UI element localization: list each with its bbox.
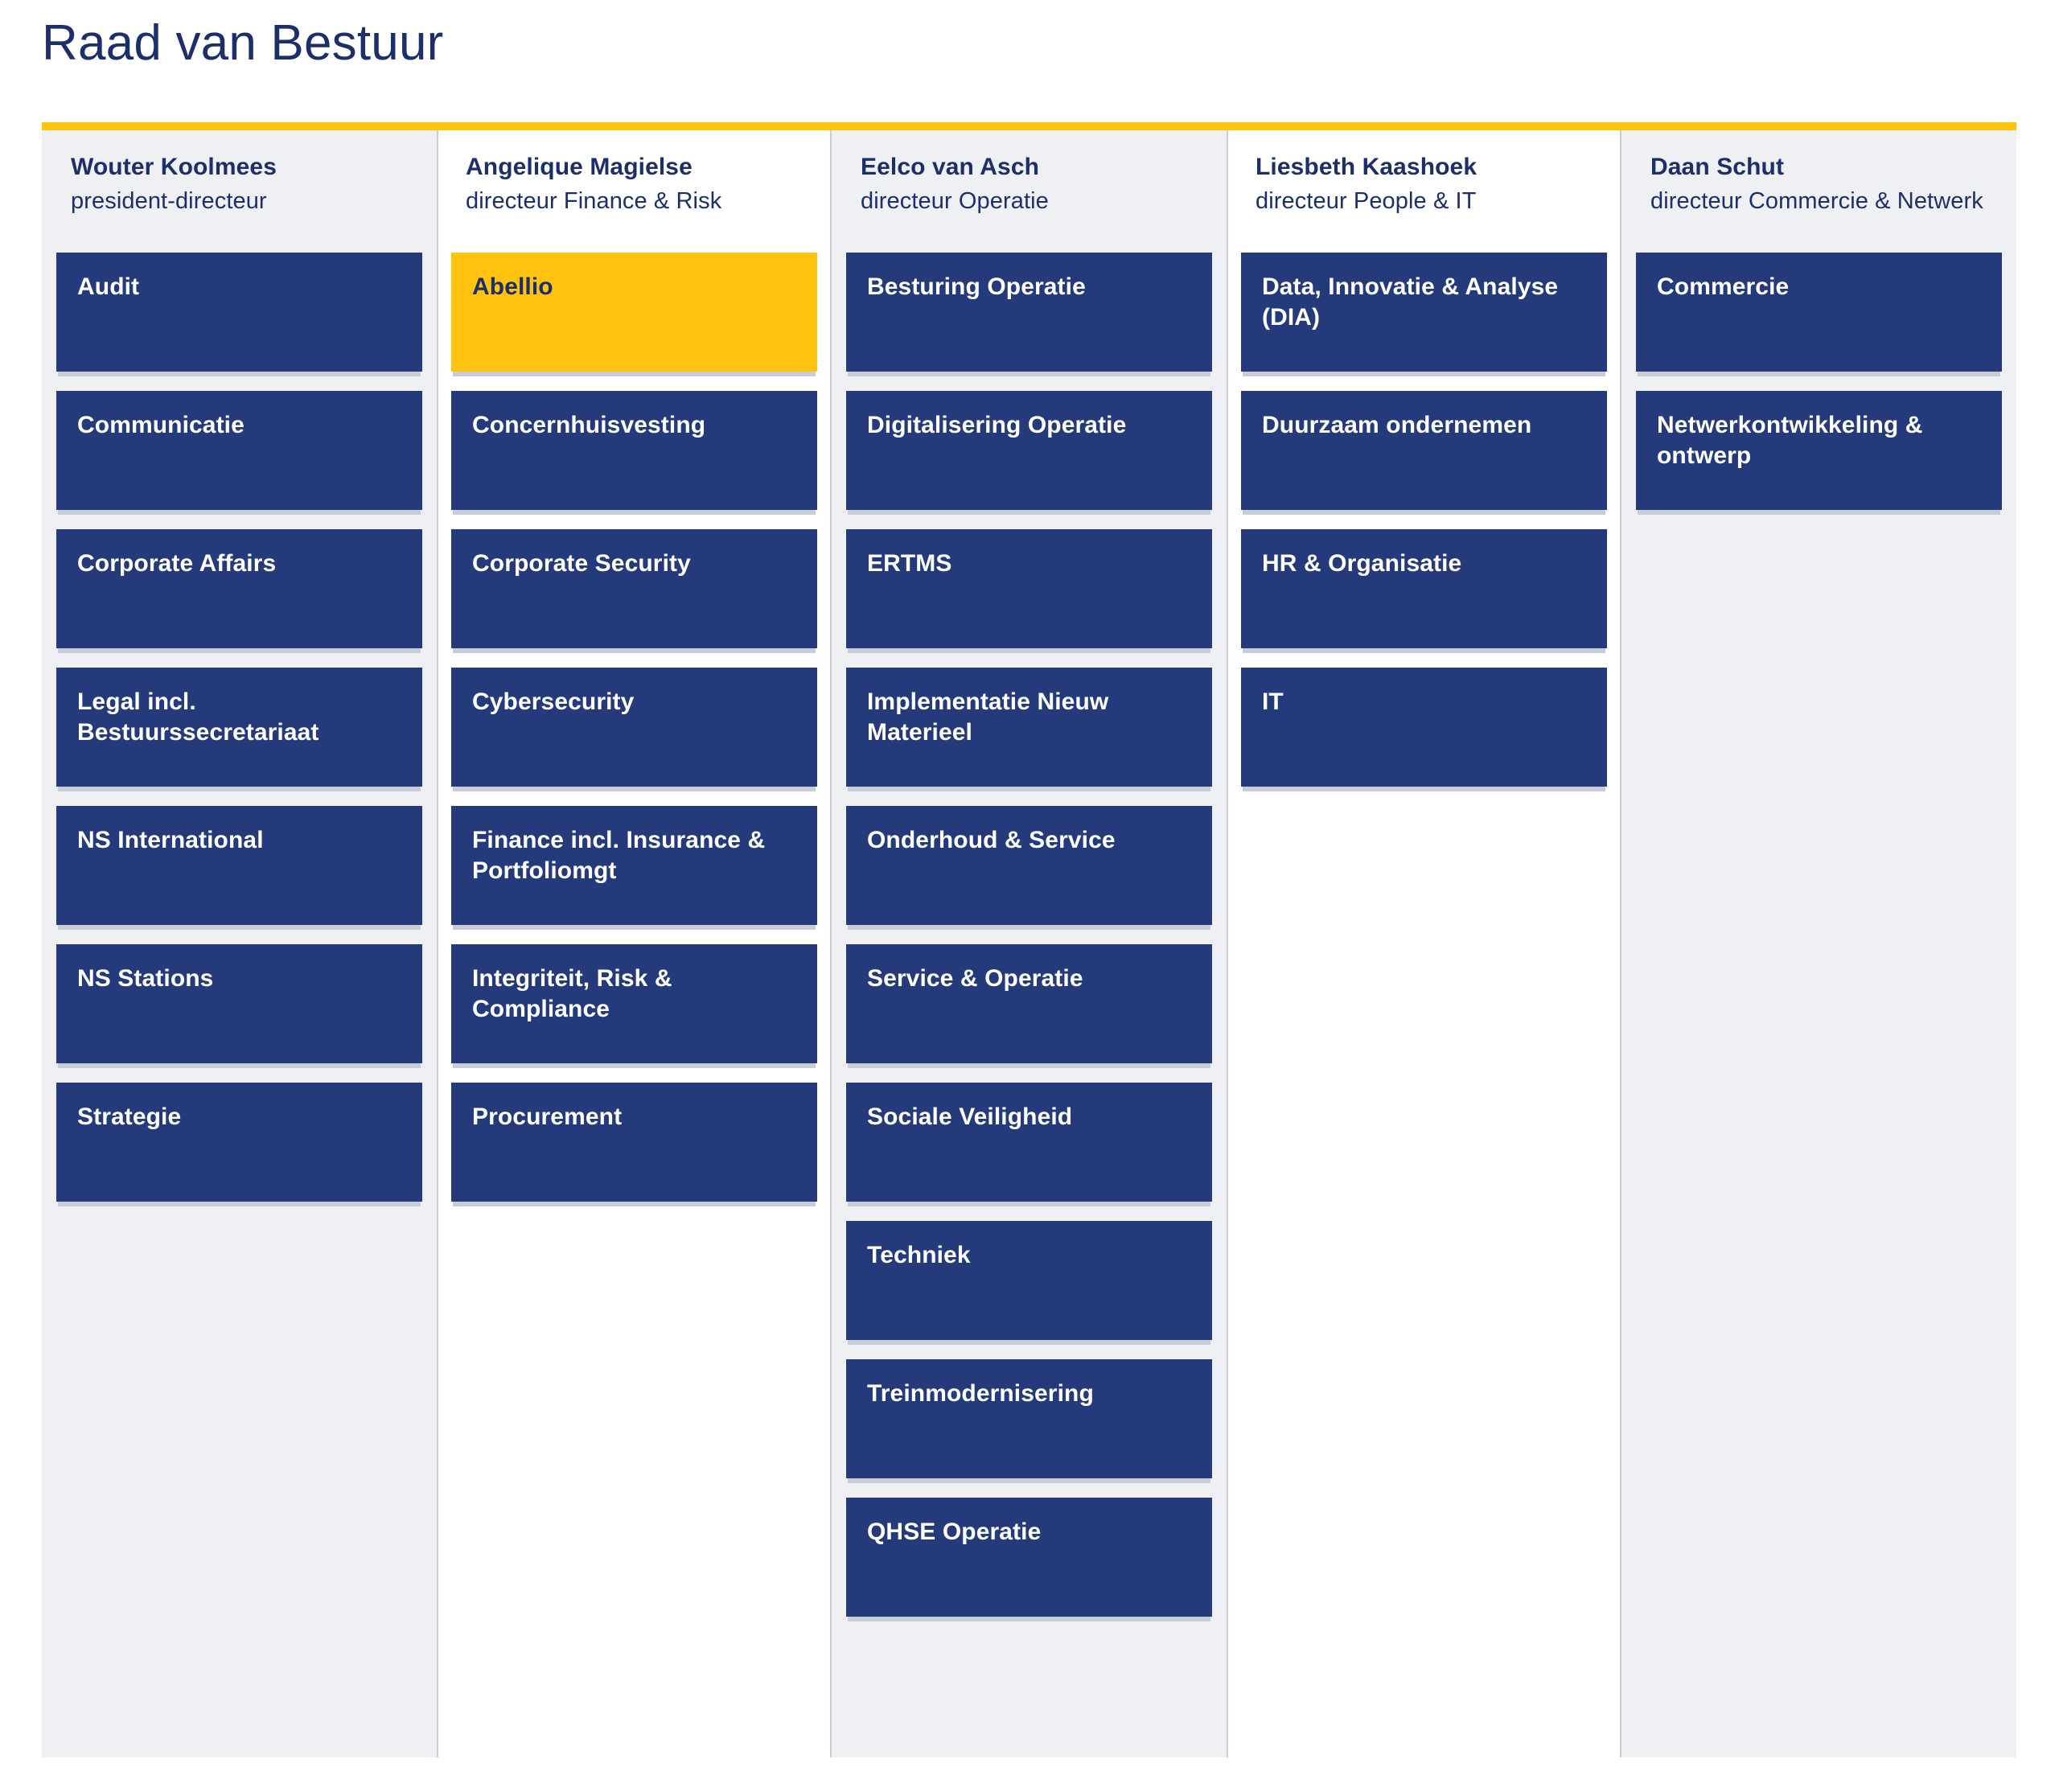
unit-box[interactable]: Abellio: [451, 253, 817, 372]
board-member-name: Angelique Magielse: [466, 154, 692, 180]
unit-box[interactable]: Concernhuisvesting: [451, 391, 817, 510]
accent-bar: [42, 122, 2016, 130]
column-header: Liesbeth Kaashoek directeur People & IT: [1241, 130, 1607, 235]
unit-box[interactable]: Corporate Affairs: [56, 529, 422, 648]
board-member-name: Wouter Koolmees: [71, 154, 277, 180]
unit-box[interactable]: NS International: [56, 806, 422, 925]
board-member-role: directeur Commercie & Netwerk: [1650, 187, 1983, 214]
page-title: Raad van Bestuur: [42, 15, 444, 71]
unit-box[interactable]: Implementatie Nieuw Materieel: [846, 668, 1212, 787]
board-member-role: president-directeur: [71, 187, 267, 214]
unit-list: Commercie Netwerkontwikkeling & ontwerp: [1636, 253, 2002, 542]
unit-box[interactable]: Commercie: [1636, 253, 2002, 372]
board-column: Liesbeth Kaashoek directeur People & IT Da…: [1227, 130, 1621, 1757]
unit-box[interactable]: Service & Operatie: [846, 944, 1212, 1063]
unit-box[interactable]: IT: [1241, 668, 1607, 787]
board-member-name: Liesbeth Kaashoek: [1256, 154, 1477, 180]
unit-box[interactable]: Besturing Operatie: [846, 253, 1212, 372]
unit-box[interactable]: Treinmodernisering: [846, 1359, 1212, 1478]
unit-box[interactable]: Corporate Security: [451, 529, 817, 648]
column-header: Eelco van Asch directeur Operatie: [846, 130, 1212, 235]
unit-box[interactable]: ERTMS: [846, 529, 1212, 648]
board-member-name: Daan Schut: [1650, 154, 1785, 180]
unit-list: Audit Communicatie Corporate Affairs Legal …: [56, 253, 422, 1234]
board-member-name: Eelco van Asch: [861, 154, 1040, 180]
unit-box[interactable]: Netwerkontwikkeling & ontwerp: [1636, 391, 2002, 510]
column-header: Angelique Magielse directeur Finance & Ri…: [451, 130, 817, 235]
unit-box[interactable]: Integriteit, Risk & Compliance: [451, 944, 817, 1063]
unit-box[interactable]: Onderhoud & Service: [846, 806, 1212, 925]
unit-box[interactable]: Communicatie: [56, 391, 422, 510]
unit-box[interactable]: Finance incl. Insurance & Portfoliomgt: [451, 806, 817, 925]
board-member-role: directeur Operatie: [861, 187, 1049, 214]
board-member-role: directeur People & IT: [1256, 187, 1477, 214]
column-header: Wouter Koolmees president-directeur: [56, 130, 422, 235]
unit-box[interactable]: Data, Innovatie & Analyse (DIA): [1241, 253, 1607, 372]
unit-box[interactable]: Duurzaam ondernemen: [1241, 391, 1607, 510]
unit-list: Besturing Operatie Digitalisering Operati…: [846, 253, 1212, 1649]
unit-list: Data, Innovatie & Analyse (DIA) Duurzaam …: [1241, 253, 1607, 819]
unit-box[interactable]: Audit: [56, 253, 422, 372]
board-member-role: directeur Finance & Risk: [466, 187, 722, 214]
board-column: Angelique Magielse directeur Finance & Ri…: [437, 130, 832, 1757]
unit-box[interactable]: Techniek: [846, 1221, 1212, 1340]
unit-box[interactable]: Sociale Veiligheid: [846, 1083, 1212, 1202]
unit-box[interactable]: HR & Organisatie: [1241, 529, 1607, 648]
unit-box[interactable]: Strategie: [56, 1083, 422, 1202]
board-column: Wouter Koolmees president-directeur Audit C…: [42, 130, 437, 1757]
unit-box[interactable]: Digitalisering Operatie: [846, 391, 1212, 510]
unit-box[interactable]: Legal incl. Bestuurssecretariaat: [56, 668, 422, 787]
board-column: Daan Schut directeur Commercie & Netwerk C…: [1621, 130, 2016, 1757]
unit-box[interactable]: QHSE Operatie: [846, 1498, 1212, 1617]
board-column: Eelco van Asch directeur Operatie Besturin…: [832, 130, 1227, 1757]
board-columns: Wouter Koolmees president-directeur Audit C…: [42, 130, 2016, 1757]
unit-box[interactable]: NS Stations: [56, 944, 422, 1063]
unit-box[interactable]: Cybersecurity: [451, 668, 817, 787]
unit-box[interactable]: Procurement: [451, 1083, 817, 1202]
column-header: Daan Schut directeur Commercie & Netwerk: [1636, 130, 2002, 235]
unit-list: Abellio Concernhuisvesting Corporate Secur…: [451, 253, 817, 1234]
